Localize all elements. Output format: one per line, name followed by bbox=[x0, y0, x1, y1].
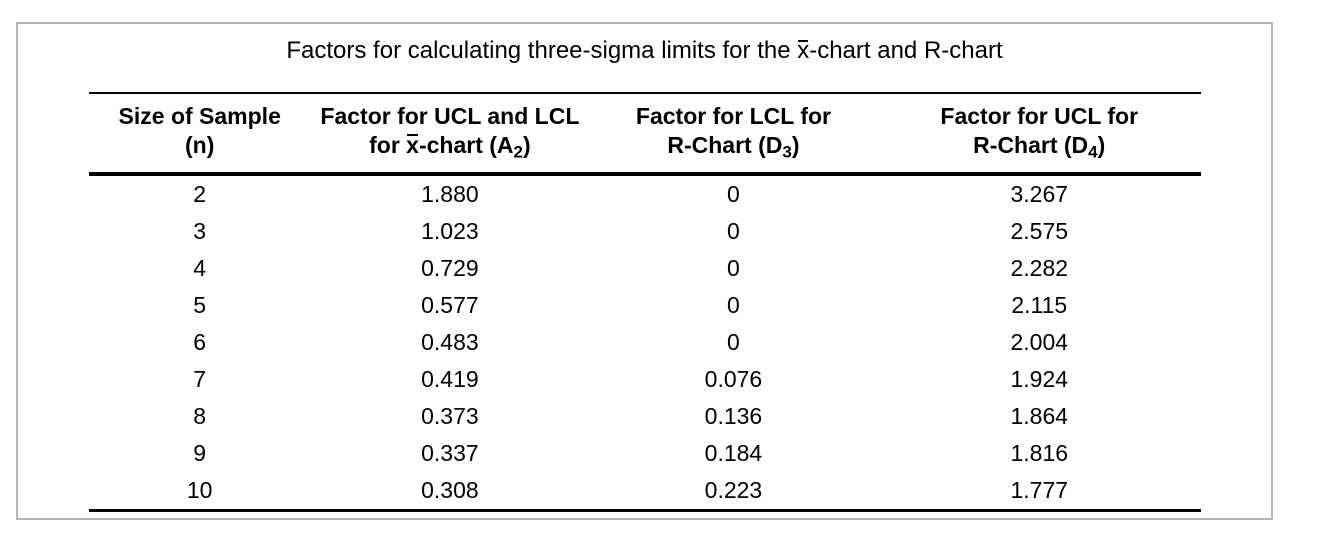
cell-d4: 2.115 bbox=[1011, 292, 1068, 318]
cell-n: 4 bbox=[193, 255, 207, 281]
table-row: 2 1.880 0 3.267 bbox=[89, 174, 1201, 213]
header-line2: R-Chart (D4) bbox=[878, 131, 1201, 160]
document-frame: Factors for calculating three-sigma limi… bbox=[16, 22, 1273, 520]
table-row: 7 0.419 0.076 1.924 bbox=[89, 361, 1201, 398]
cell-d3: 0 bbox=[727, 181, 740, 207]
factors-table: Size of Sample (n) Factor for UCL and LC… bbox=[88, 92, 1201, 512]
col-header-sample-size: Size of Sample (n) bbox=[89, 93, 311, 174]
cell-n: 9 bbox=[193, 440, 207, 466]
header-line1: Factor for LCL for bbox=[635, 103, 831, 129]
cell-d4: 2.004 bbox=[1010, 329, 1069, 355]
cell-n: 7 bbox=[193, 366, 207, 392]
table-row: 5 0.577 0 2.115 bbox=[89, 287, 1201, 324]
x-bar-symbol: x bbox=[406, 132, 419, 158]
cell-d3: 0 bbox=[727, 255, 740, 281]
table-body: 2 1.880 0 3.267 3 1.023 0 2.575 4 0.729 … bbox=[88, 174, 1201, 511]
header-line1: Size of Sample bbox=[118, 103, 281, 129]
header-row: Size of Sample (n) Factor for UCL and LC… bbox=[89, 93, 1201, 174]
x-bar-symbol: x bbox=[797, 37, 810, 64]
text-segment: Factors for calculating three-sigma limi… bbox=[286, 37, 798, 64]
cell-a2: 0.577 bbox=[421, 292, 479, 318]
cell-d4: 1.924 bbox=[1010, 366, 1069, 392]
cell-a2: 0.373 bbox=[421, 403, 479, 429]
table-row: 10 0.308 0.223 1.777 bbox=[89, 472, 1201, 511]
table-row: 6 0.483 0 2.004 bbox=[89, 324, 1201, 361]
header-line2: for x-chart (A2) bbox=[311, 131, 589, 160]
text-segment: R-Chart (D bbox=[667, 132, 783, 158]
subscript: 2 bbox=[513, 142, 523, 162]
cell-n: 2 bbox=[193, 181, 207, 207]
cell-a2: 1.023 bbox=[421, 218, 479, 244]
cell-d4: 1.777 bbox=[1010, 477, 1069, 503]
table-header: Size of Sample (n) Factor for UCL and LC… bbox=[88, 93, 1201, 174]
text-segment: ) bbox=[791, 132, 800, 158]
cell-n: 5 bbox=[193, 292, 207, 318]
subscript: 4 bbox=[1088, 142, 1098, 162]
cell-d3: 0 bbox=[727, 218, 740, 244]
text-segment: R-Chart (D bbox=[973, 132, 1089, 158]
text-segment: -chart (A bbox=[418, 132, 514, 158]
cell-d4: 2.575 bbox=[1010, 218, 1069, 244]
text-segment: ) bbox=[523, 132, 531, 158]
cell-d4: 1.864 bbox=[1010, 403, 1069, 429]
header-line2: (n) bbox=[89, 131, 311, 160]
text-segment: for bbox=[369, 132, 407, 158]
cell-d4: 2.282 bbox=[1010, 255, 1069, 281]
table-row: 3 1.023 0 2.575 bbox=[89, 213, 1201, 250]
subscript: 3 bbox=[782, 142, 792, 162]
header-line2: R-Chart (D3) bbox=[589, 131, 878, 160]
cell-a2: 0.419 bbox=[421, 366, 479, 392]
text-segment: -chart and R-chart bbox=[809, 37, 1003, 64]
cell-a2: 0.337 bbox=[421, 440, 479, 466]
cell-n: 10 bbox=[186, 477, 213, 503]
cell-d3: 0 bbox=[727, 292, 740, 318]
col-header-d4: Factor for UCL for R-Chart (D4) bbox=[878, 93, 1201, 174]
col-header-a2: Factor for UCL and LCL for x-chart (A2) bbox=[311, 93, 589, 174]
table-row: 9 0.337 0.184 1.816 bbox=[89, 435, 1201, 472]
cell-a2: 1.880 bbox=[421, 181, 479, 207]
cell-a2: 0.729 bbox=[421, 255, 479, 281]
col-header-d3: Factor for LCL for R-Chart (D3) bbox=[589, 93, 878, 174]
cell-d4: 1.816 bbox=[1010, 440, 1069, 466]
cell-n: 8 bbox=[193, 403, 207, 429]
table-row: 8 0.373 0.136 1.864 bbox=[89, 398, 1201, 435]
text-segment: (n) bbox=[185, 132, 215, 158]
text-segment: ) bbox=[1097, 132, 1106, 158]
header-line1: Factor for UCL and LCL bbox=[320, 103, 580, 129]
table-row: 4 0.729 0 2.282 bbox=[89, 250, 1201, 287]
cell-d3: 0.184 bbox=[704, 440, 763, 466]
cell-d3: 0.136 bbox=[704, 403, 763, 429]
cell-a2: 0.308 bbox=[421, 477, 479, 503]
cell-d3: 0 bbox=[727, 329, 740, 355]
cell-d3: 0.223 bbox=[704, 477, 763, 503]
cell-n: 6 bbox=[193, 329, 207, 355]
cell-d4: 3.267 bbox=[1010, 181, 1069, 207]
cell-a2: 0.483 bbox=[421, 329, 479, 355]
cell-d3: 0.076 bbox=[704, 366, 763, 392]
header-line1: Factor for UCL for bbox=[940, 103, 1139, 129]
table-title: Factors for calculating three-sigma limi… bbox=[18, 37, 1271, 65]
cell-n: 3 bbox=[193, 218, 207, 244]
